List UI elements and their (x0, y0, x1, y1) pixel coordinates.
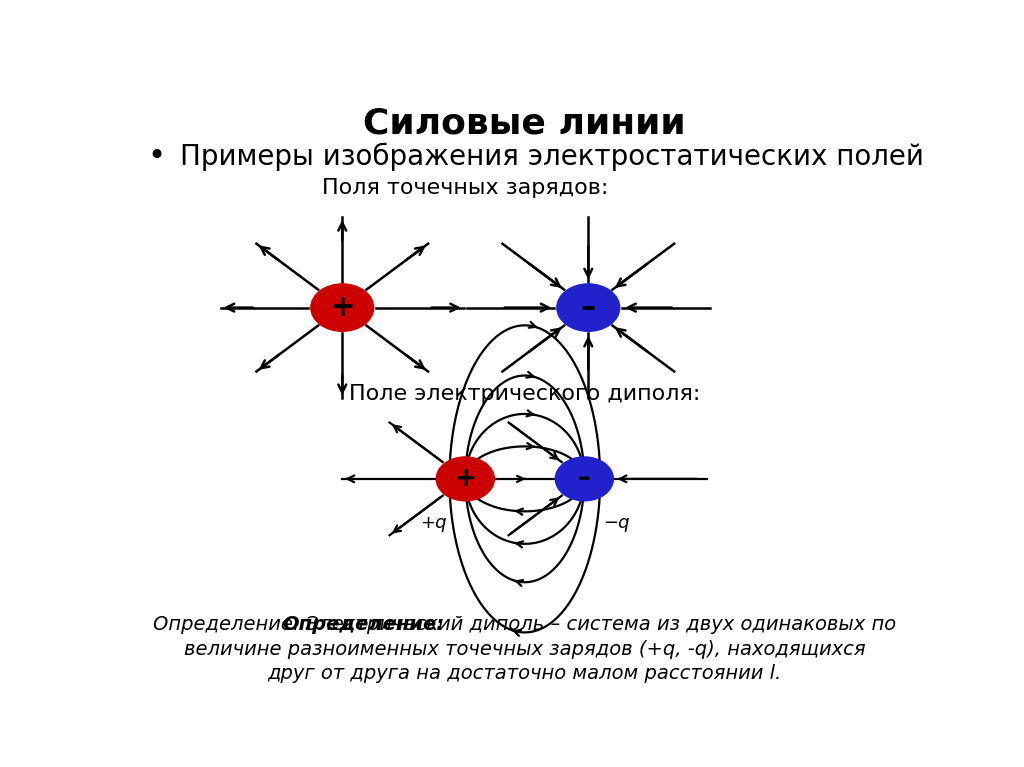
Circle shape (312, 285, 373, 330)
Circle shape (437, 458, 494, 499)
Text: друг от друга на достаточно малом расстоянии l.: друг от друга на достаточно малом рассто… (267, 664, 782, 683)
Text: Определение:: Определение: (283, 614, 444, 634)
Text: •: • (147, 142, 166, 171)
Text: Силовые линии: Силовые линии (364, 107, 686, 141)
Text: величине разноименных точечных зарядов (+q, -q), находящихся: величине разноименных точечных зарядов (… (184, 640, 865, 659)
Text: Примеры изображения электростатических полей: Примеры изображения электростатических п… (179, 142, 924, 171)
Text: –: – (578, 466, 591, 492)
Text: –: – (581, 293, 596, 322)
Text: −q: −q (603, 515, 630, 532)
Circle shape (558, 285, 618, 330)
Text: Поля точечных зарядов:: Поля точечных зарядов: (323, 178, 608, 198)
Text: Поле электрического диполя:: Поле электрического диполя: (349, 384, 700, 404)
Text: +: + (330, 293, 355, 322)
Circle shape (557, 458, 612, 499)
Text: +q: +q (420, 515, 446, 532)
Text: +: + (455, 466, 476, 492)
Text: Определение: Электрический диполь – система из двух одинаковых по: Определение: Электрический диполь – сист… (154, 614, 896, 634)
